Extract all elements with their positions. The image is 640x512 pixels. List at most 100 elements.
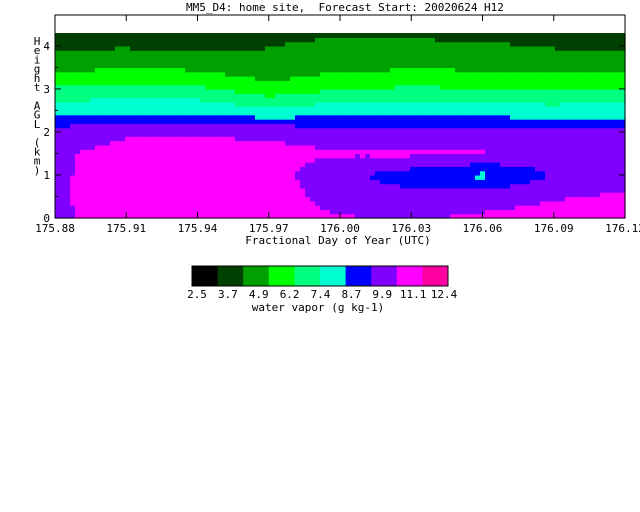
contour-cell <box>190 97 196 103</box>
contour-cell <box>230 127 236 133</box>
contour-cell <box>555 101 561 107</box>
contour-cell <box>80 88 86 94</box>
contour-cell <box>100 41 106 47</box>
contour-cell <box>470 50 476 56</box>
contour-cell <box>300 54 306 60</box>
contour-cell <box>70 50 76 56</box>
contour-cell <box>460 114 466 120</box>
contour-cell <box>490 213 496 219</box>
contour-cell <box>555 37 561 43</box>
contour-cell <box>360 88 366 94</box>
contour-cell <box>615 174 621 180</box>
contour-cell <box>395 157 401 163</box>
contour-cell <box>220 213 226 219</box>
contour-cell <box>340 93 346 99</box>
contour-cell <box>600 97 606 103</box>
contour-cell <box>450 110 456 116</box>
contour-cell <box>280 84 286 90</box>
contour-cell <box>375 67 381 73</box>
contour-cell <box>585 58 591 64</box>
contour-cell <box>315 196 321 202</box>
contour-cell <box>70 114 76 120</box>
contour-cell <box>90 174 96 180</box>
contour-cell <box>190 50 196 56</box>
contour-cell <box>360 196 366 202</box>
contour-cell <box>55 84 61 90</box>
contour-cell <box>305 213 311 219</box>
contour-cell <box>550 76 556 81</box>
contour-cell <box>540 80 546 86</box>
contour-cell <box>590 54 596 60</box>
contour-cell <box>195 106 201 112</box>
contour-cell <box>290 192 296 198</box>
contour-cell <box>75 80 81 86</box>
contour-cell <box>215 37 221 43</box>
contour-cell <box>525 119 531 124</box>
contour-cell <box>405 166 411 172</box>
contour-cell <box>190 144 196 150</box>
contour-cell <box>620 101 626 107</box>
contour-cell <box>615 136 621 142</box>
contour-cell <box>65 50 71 56</box>
contour-cell <box>545 101 551 107</box>
contour-cell <box>470 187 476 193</box>
contour-cell <box>595 93 601 99</box>
contour-cell <box>480 179 486 185</box>
contour-cell <box>490 58 496 64</box>
contour-cell <box>360 183 366 189</box>
contour-cell <box>75 88 81 94</box>
contour-cell <box>90 88 96 94</box>
contour-cell <box>210 149 216 155</box>
contour-cell <box>365 187 371 193</box>
contour-cell <box>455 101 461 107</box>
contour-cell <box>320 33 326 38</box>
contour-cell <box>580 200 586 206</box>
contour-cell <box>510 88 516 94</box>
contour-cell <box>500 157 506 163</box>
contour-cell <box>360 93 366 99</box>
contour-cell <box>170 200 176 206</box>
contour-cell <box>325 93 331 99</box>
contour-cell <box>60 110 66 116</box>
contour-cell <box>150 140 156 146</box>
contour-cell <box>445 205 451 210</box>
contour-cell <box>135 166 141 172</box>
contour-cell <box>540 41 546 47</box>
contour-cell <box>365 123 371 129</box>
contour-cell <box>210 192 216 198</box>
contour-cell <box>345 170 351 176</box>
contour-cell <box>160 213 166 219</box>
contour-cell <box>465 200 471 206</box>
contour-cell <box>255 205 261 210</box>
contour-cell <box>345 183 351 189</box>
contour-cell <box>485 76 491 81</box>
contour-cell <box>70 205 76 210</box>
contour-cell <box>230 67 236 73</box>
contour-cell <box>285 140 291 146</box>
contour-cell <box>345 80 351 86</box>
contour-cell <box>305 196 311 202</box>
contour-cell <box>205 71 211 77</box>
contour-cell <box>600 63 606 69</box>
contour-cell <box>95 106 101 112</box>
contour-cell <box>370 119 376 124</box>
contour-cell <box>245 93 251 99</box>
contour-cell <box>575 179 581 185</box>
contour-cell <box>535 205 541 210</box>
contour-cell <box>175 63 181 69</box>
contour-cell <box>120 209 126 215</box>
contour-cell <box>325 140 331 146</box>
contour-cell <box>480 209 486 215</box>
contour-cell <box>415 71 421 77</box>
contour-cell <box>520 149 526 155</box>
contour-cell <box>510 131 516 137</box>
contour-cell <box>180 127 186 133</box>
contour-cell <box>490 157 496 163</box>
contour-cell <box>180 67 186 73</box>
contour-cell <box>435 144 441 150</box>
contour-cell <box>395 183 401 189</box>
contour-cell <box>430 149 436 155</box>
contour-cell <box>490 88 496 94</box>
contour-cell <box>580 192 586 198</box>
contour-cell <box>575 106 581 112</box>
